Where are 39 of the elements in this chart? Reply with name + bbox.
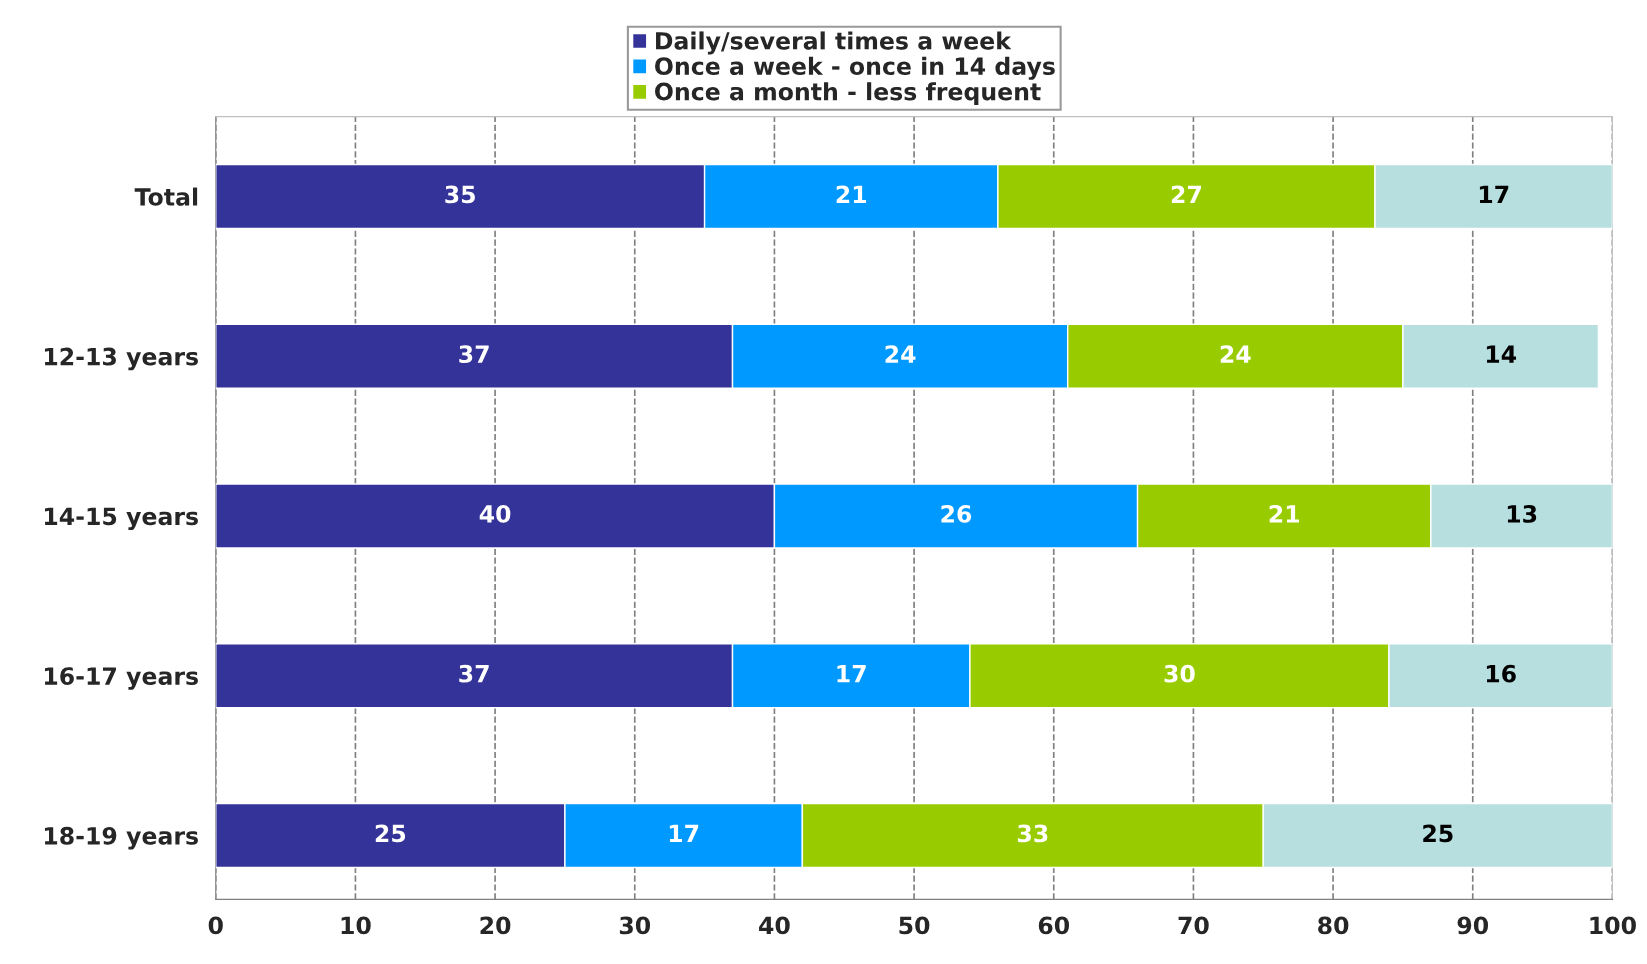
data-label: 33 xyxy=(1017,824,1048,843)
data-label: 21 xyxy=(836,185,867,204)
x-tick-label: 20 xyxy=(480,916,511,935)
data-label: 25 xyxy=(1423,824,1453,843)
x-tick-label: 30 xyxy=(619,916,651,935)
y-tick-label: 18-19 years xyxy=(44,826,198,850)
data-label: 25 xyxy=(375,824,406,843)
data-label: 27 xyxy=(1171,185,1201,204)
y-tick-label: 12-13 years xyxy=(44,347,198,371)
x-tick-label: 90 xyxy=(1457,916,1489,935)
x-tick-label: 70 xyxy=(1178,916,1209,935)
y-tick-label: 14-15 years xyxy=(44,507,198,530)
x-tick-label: 10 xyxy=(341,916,371,935)
data-label: 24 xyxy=(1220,345,1251,363)
x-tick-label: 100 xyxy=(1590,916,1636,935)
x-tick-label: 40 xyxy=(759,916,790,935)
x-tick-label: 80 xyxy=(1318,916,1349,935)
data-label: 24 xyxy=(885,345,916,363)
y-tick-label: Total xyxy=(134,187,198,206)
data-label: 21 xyxy=(1269,505,1299,523)
data-label: 14 xyxy=(1486,345,1517,363)
data-label: 37 xyxy=(459,664,489,683)
data-label: 37 xyxy=(459,345,489,364)
data-label: 26 xyxy=(941,505,972,523)
legend-label: Once a week - once in 14 days xyxy=(655,56,1055,80)
legend-label: Daily/several times a week xyxy=(656,31,1012,55)
data-label: 16 xyxy=(1486,664,1516,683)
y-tick-label: 16-17 years xyxy=(44,667,198,690)
data-label: 17 xyxy=(1479,185,1509,204)
x-tick-label: 60 xyxy=(1038,916,1070,935)
data-label: 17 xyxy=(669,824,699,843)
data-label: 13 xyxy=(1507,505,1537,523)
data-label: 17 xyxy=(837,665,866,683)
x-tick-label: 50 xyxy=(899,916,930,935)
data-label: 40 xyxy=(479,505,511,523)
x-tick-label: 0 xyxy=(208,916,223,935)
legend-label: Once a month - less frequent xyxy=(655,82,1041,106)
data-label: 30 xyxy=(1164,664,1195,683)
data-label: 35 xyxy=(445,185,475,204)
